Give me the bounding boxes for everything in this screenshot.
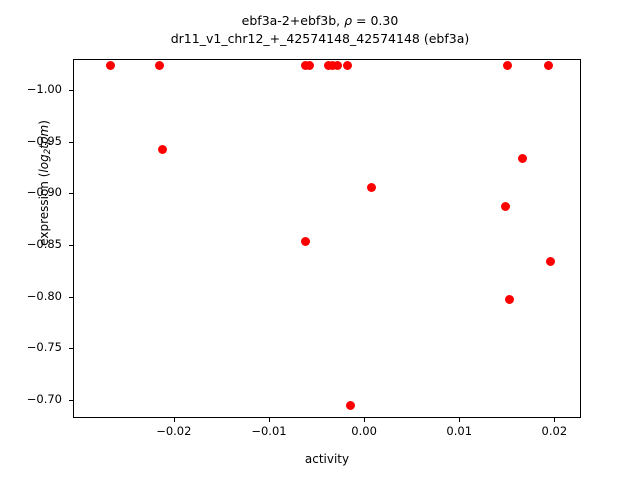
y-tick-label: −1.00: [26, 82, 62, 96]
title-line-1-prefix: ebf3a-2+ebf3b,: [241, 13, 345, 28]
x-tick-label: 0.00: [351, 424, 377, 438]
scatter-point: [503, 60, 513, 70]
y-tick-mark: [69, 296, 73, 298]
scatter-point: [300, 236, 310, 246]
scatter-point: [328, 60, 338, 70]
scatter-point: [546, 257, 556, 266]
scatter-point: [300, 60, 310, 70]
y-tick-mark: [69, 400, 73, 402]
scatter-point: [333, 60, 342, 70]
y-tick-label: −0.95: [26, 133, 62, 148]
figure-title: ebf3a-2+ebf3b, ρ = 0.30 dr11_v1_chr12_+_…: [0, 12, 640, 48]
x-tick-mark: [554, 418, 556, 422]
x-axis-label: activity: [304, 452, 350, 466]
x-tick-mark: [268, 418, 271, 422]
y-axis-label-prefix: expression (: [37, 172, 52, 246]
rho-value: = 0.30: [352, 13, 399, 28]
y-tick-label: −0.75: [26, 340, 62, 355]
plot-area: [73, 59, 581, 418]
y-tick-mark: [69, 141, 73, 143]
y-axis-label-suffix: ): [37, 120, 52, 125]
scatter-point: [105, 60, 115, 70]
x-tick-mark: [173, 418, 175, 422]
x-tick-label: −0.02: [156, 424, 192, 438]
y-tick-mark: [69, 348, 73, 350]
scatter-point: [367, 183, 377, 193]
rho-symbol: ρ: [344, 13, 353, 28]
y-tick-label: −0.85: [26, 237, 62, 251]
y-tick-mark: [69, 90, 73, 92]
x-tick-label: −0.01: [251, 424, 287, 438]
scatter-point: [544, 60, 554, 70]
y-tick-mark: [69, 245, 73, 247]
x-tick-mark: [459, 418, 461, 422]
scatter-point: [346, 400, 356, 410]
scatter-point: [505, 295, 515, 305]
scatter-points-layer: [74, 60, 580, 417]
y-tick-label: −0.80: [26, 288, 62, 303]
y-axis-label: expression (log2tpm): [37, 33, 53, 333]
scatter-point: [343, 60, 353, 70]
y-axis-label-subscript: 2: [42, 148, 53, 155]
title-line-2: dr11_v1_chr12_+_42574148_42574148 (ebf3a…: [170, 31, 470, 46]
x-tick-label: 0.02: [541, 424, 568, 438]
y-axis-label-unit: tpm: [37, 124, 52, 149]
y-tick-label: −0.70: [26, 392, 62, 407]
y-tick-label: −0.90: [26, 185, 62, 200]
y-axis-label-log: log: [37, 154, 52, 173]
scatter-point: [517, 153, 527, 163]
scatter-point: [157, 145, 167, 155]
x-tick-label: 0.01: [446, 424, 473, 438]
title-line-1: ebf3a-2+ebf3b, ρ = 0.30: [0, 12, 640, 30]
scatter-point: [155, 60, 165, 70]
x-tick-mark: [364, 418, 366, 422]
scatter-point: [305, 60, 315, 70]
scatter-point: [501, 202, 511, 212]
y-tick-mark: [69, 193, 73, 195]
